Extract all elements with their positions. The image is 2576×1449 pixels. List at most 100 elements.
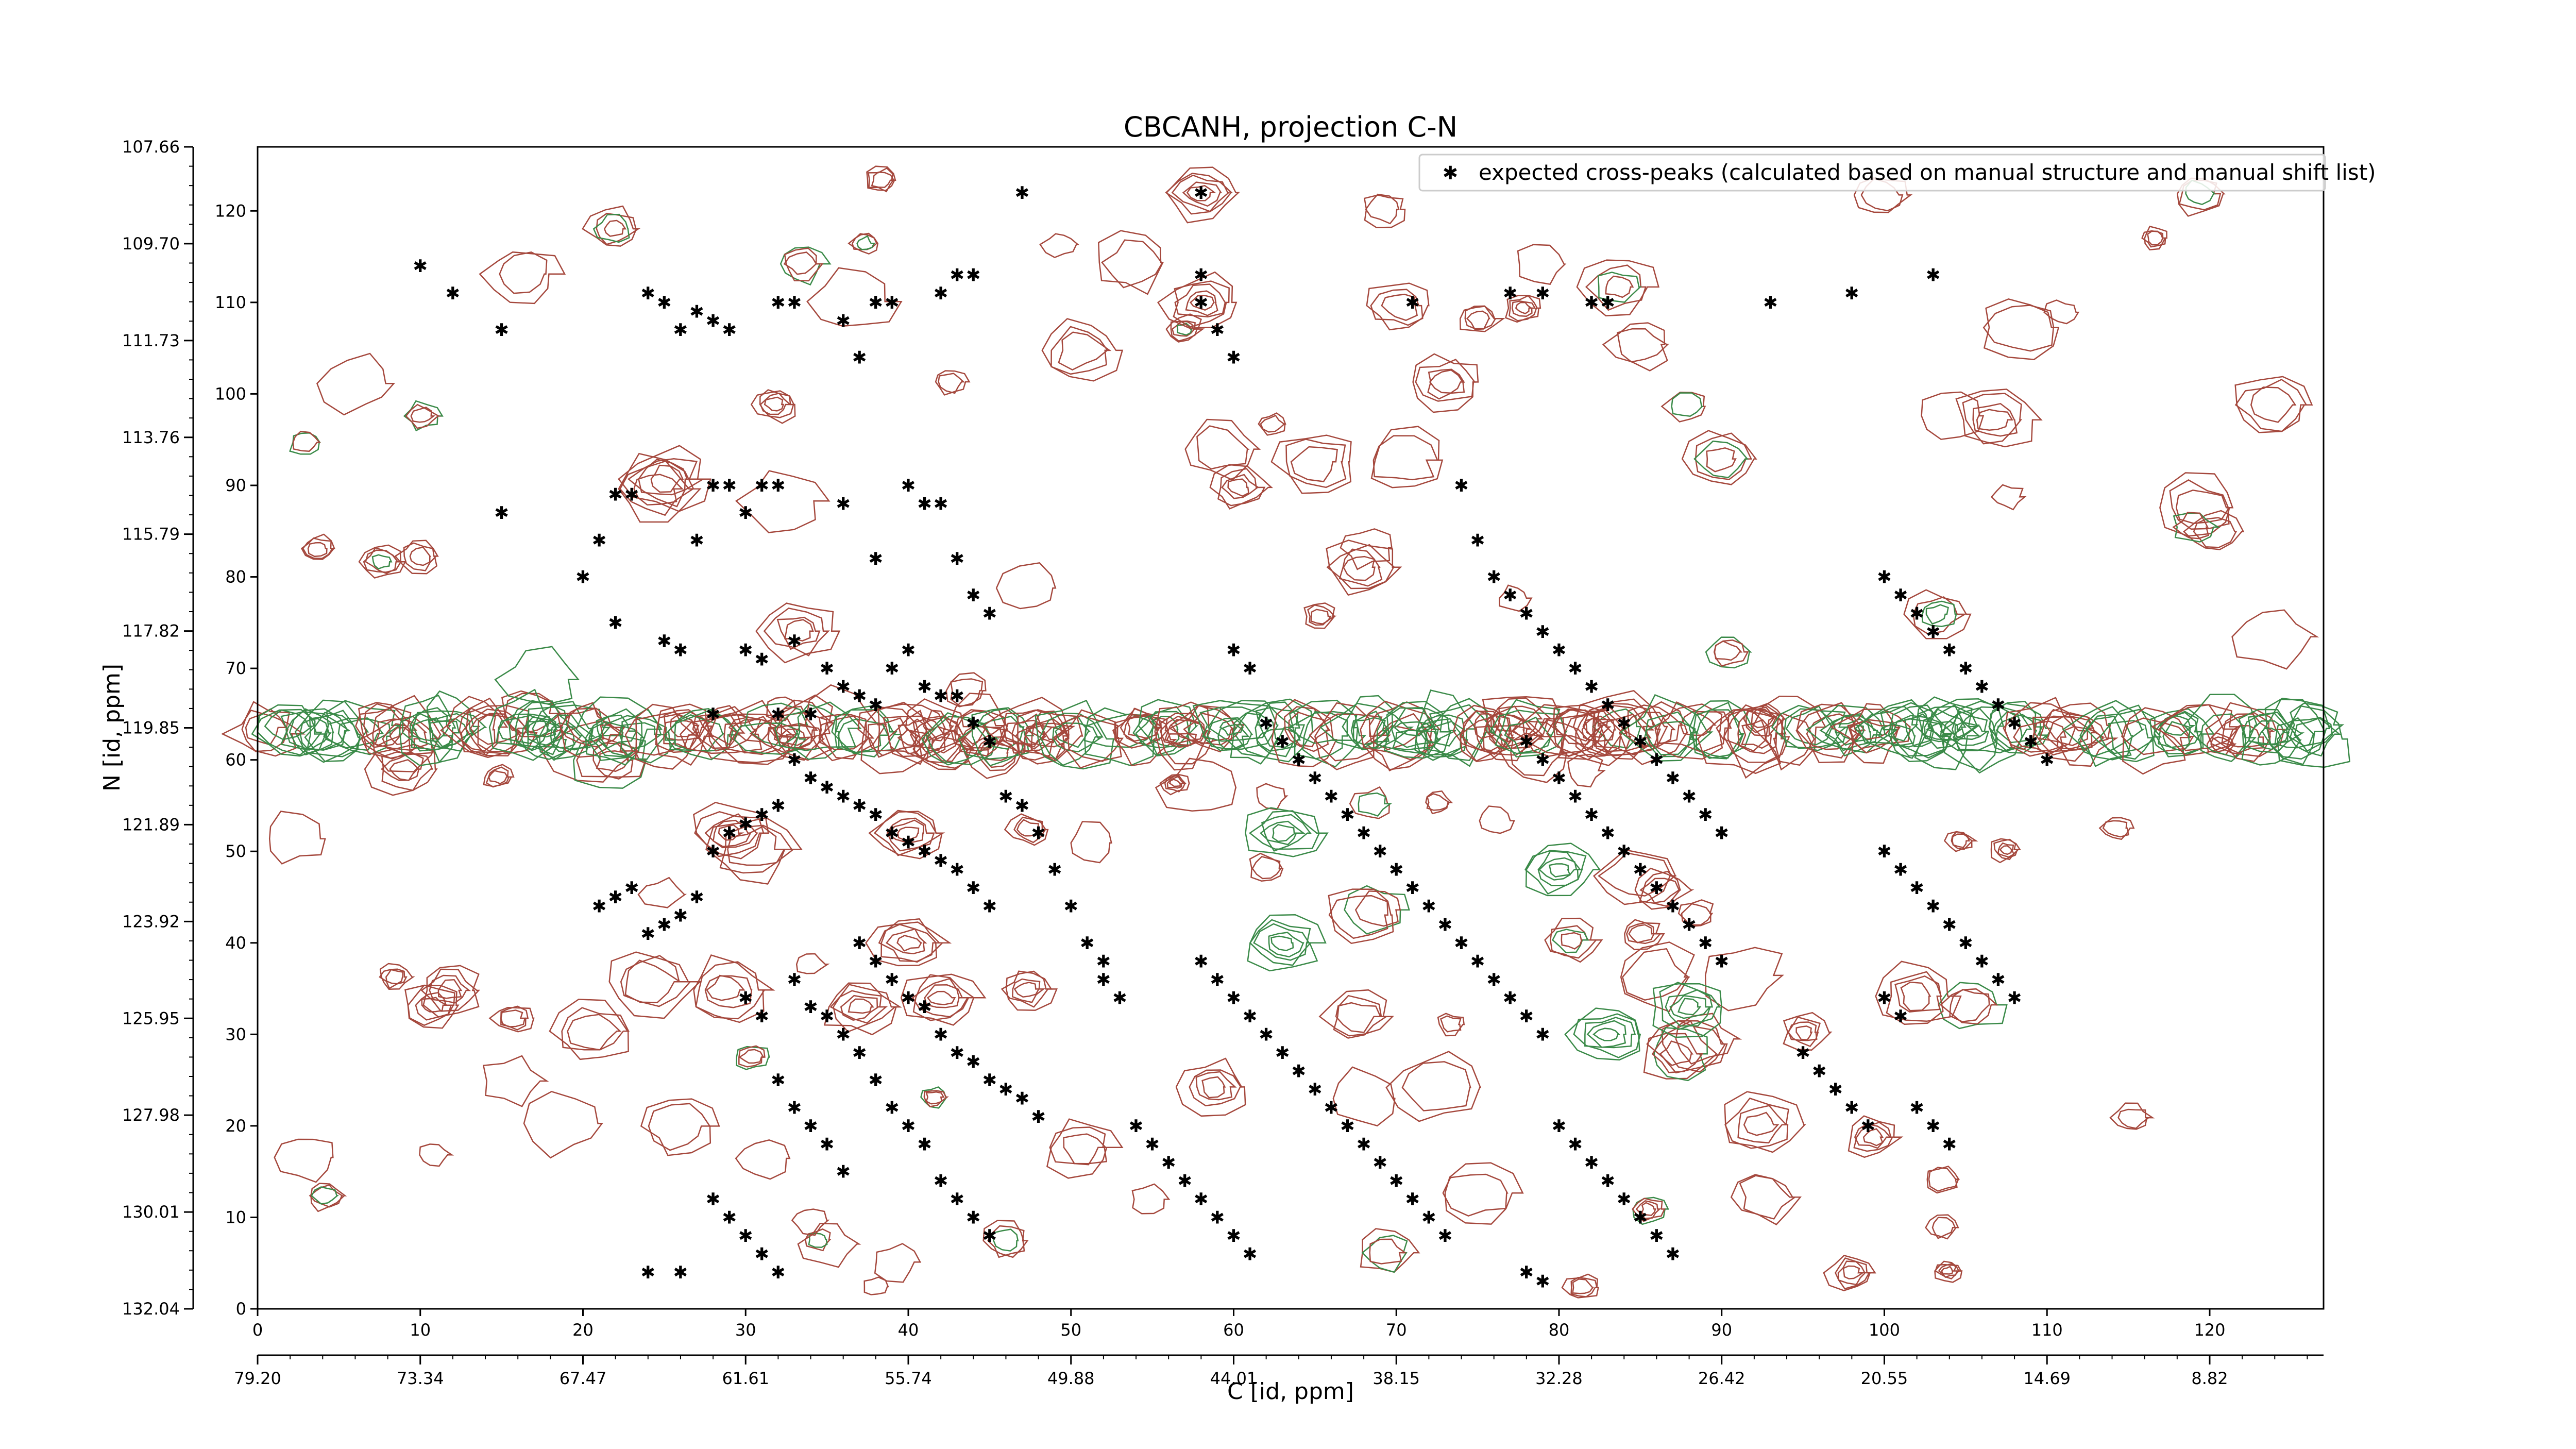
cross-peak-123: ✱ (885, 1098, 900, 1118)
contour-283 (394, 540, 439, 575)
cross-peak-176: ✱ (1486, 970, 1501, 990)
contour-664 (2205, 702, 2285, 757)
cross-peak-182: ✱ (1486, 567, 1501, 588)
contour-284 (403, 542, 438, 571)
x-ppm-tick-label-50: 49.88 (1047, 1369, 1095, 1388)
cross-peak-69: ✱ (966, 714, 981, 734)
contour-597 (1741, 719, 1772, 749)
cross-peak-77: ✱ (1096, 951, 1111, 972)
cross-peak-23: ✱ (1226, 347, 1241, 368)
contour-33 (863, 1276, 889, 1295)
contour-282 (1704, 947, 1785, 1012)
cross-peak-162: ✱ (1259, 714, 1274, 734)
cross-peak-240: ✱ (1893, 860, 1908, 881)
contour-168 (482, 1055, 549, 1107)
cross-peak-215: ✱ (1633, 1207, 1648, 1228)
cross-peak-138: ✱ (722, 1207, 737, 1228)
cross-peak-209: ✱ (1714, 951, 1729, 972)
contour-650 (2085, 709, 2156, 754)
cross-peak-225: ✱ (1210, 1207, 1225, 1228)
contour-697 (704, 813, 759, 849)
cross-peak-104: ✱ (592, 897, 607, 917)
y-ppm-tick-label-33: 125.95 (122, 1008, 180, 1028)
legend-marker: ✱ (1443, 163, 1458, 184)
contour-315 (1307, 604, 1337, 626)
contour-153 (1639, 878, 1682, 904)
x-ppm-tick-label-100: 20.55 (1861, 1369, 1908, 1388)
contour-64 (1886, 971, 1944, 1025)
contour-328 (1788, 1021, 1818, 1041)
contour-216 (1921, 391, 1985, 440)
contour-318 (499, 251, 548, 294)
contour-442 (702, 705, 744, 746)
contour-31 (1166, 776, 1185, 789)
contour-361 (422, 965, 480, 1018)
contour-137 (1934, 1260, 1963, 1283)
contour-336 (776, 616, 821, 650)
contour-708 (1185, 290, 1218, 316)
contour-245 (1659, 1040, 1694, 1067)
contour-370 (245, 708, 287, 746)
contour-66 (1900, 981, 1931, 1012)
contour-19 (1751, 709, 1775, 729)
cross-peak-251: ✱ (1926, 1116, 1941, 1137)
contour-133 (1338, 548, 1383, 587)
contour-568 (1526, 719, 1591, 757)
contour-603 (1795, 702, 1862, 759)
cross-peak-142: ✱ (673, 1262, 688, 1283)
contour-358 (1925, 1214, 1959, 1240)
contour-160 (619, 460, 696, 516)
cross-peak-136: ✱ (836, 1162, 851, 1183)
contour-613 (1849, 703, 1901, 754)
contour-316 (1310, 609, 1332, 625)
contour-408 (496, 713, 551, 750)
cross-peak-211: ✱ (1568, 1134, 1583, 1155)
contour-117 (1928, 1167, 1960, 1192)
contour-264 (404, 985, 460, 1029)
cross-peak-25: ✱ (1503, 283, 1518, 304)
contour-666 (2221, 713, 2276, 748)
x-tick-label-100: 100 (1869, 1320, 1900, 1340)
x-ppm-tick-label-20: 67.47 (560, 1369, 607, 1388)
cross-peak-58: ✱ (787, 631, 802, 652)
cross-peak-49: ✱ (592, 531, 607, 551)
cross-peak-1: ✱ (1194, 183, 1209, 204)
cross-peak-11: ✱ (771, 293, 786, 313)
cross-peak-213: ✱ (1600, 1171, 1615, 1191)
contour-181 (1743, 1111, 1780, 1136)
cross-peak-70: ✱ (982, 732, 997, 752)
contour-506 (1125, 713, 1161, 739)
y-ppm-axis: 132.04 130.01 127.98 125.95 123.92 121.89 119.… (122, 137, 194, 1319)
cross-peak-170: ✱ (1389, 860, 1404, 881)
contour-226 (500, 1009, 526, 1027)
contour-683 (886, 819, 925, 843)
cross-peak-141: ✱ (641, 1262, 656, 1283)
contour-46 (1131, 1183, 1171, 1215)
contour-252 (1101, 239, 1164, 289)
plot-area: ✱ ✱✱✱✱✱ ✱✱✱ ✱ ✱✱ ✱✱✱✱ ✱ ✱✱ ✱ ✱✱✱✱✱ ✱ ✱ ✱ ✱ ✱ ✱✱✱ ✱✱✱ ✱✱✱ ✱… (221, 146, 2350, 1310)
contour-698 (713, 819, 752, 848)
cross-peak-17: ✱ (934, 283, 948, 304)
contour-502 (1114, 715, 1177, 767)
cross-peak-106: ✱ (869, 951, 884, 972)
cross-peak-36: ✱ (722, 476, 737, 496)
cross-peak-46: ✱ (966, 585, 981, 606)
contour-109 (1425, 790, 1453, 815)
cross-peak-62: ✱ (852, 686, 867, 706)
contour-672 (2257, 727, 2283, 750)
contour-662 (2200, 713, 2257, 762)
cross-peak-82: ✱ (820, 778, 835, 798)
cross-peak-37: ✱ (738, 503, 753, 524)
contour-299 (1597, 272, 1642, 303)
contour-275 (1442, 1173, 1509, 1217)
contour-471 (905, 698, 977, 753)
contour-359 (1931, 1217, 1956, 1239)
contour-346 (1999, 845, 2013, 855)
contour-1 (1602, 322, 1668, 372)
cross-peak-4: ✱ (494, 320, 509, 341)
cross-peak-195: ✱ (1698, 805, 1713, 825)
contour-201 (1251, 856, 1282, 880)
contour-269 (867, 167, 894, 193)
contour-421 (559, 707, 626, 748)
contour-665 (2211, 712, 2272, 762)
